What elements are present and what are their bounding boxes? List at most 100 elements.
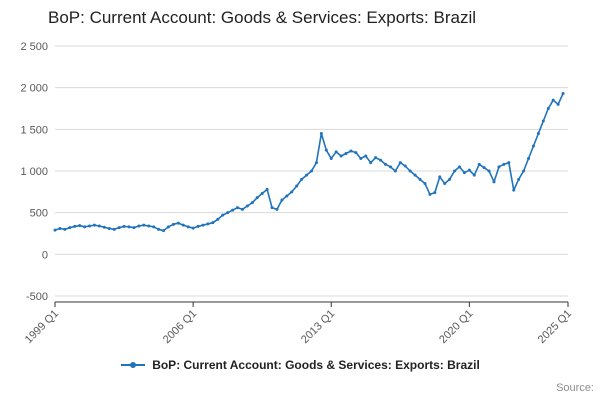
data-point-marker <box>398 161 402 165</box>
y-tick-label: 2 500 <box>20 41 48 53</box>
data-point-marker <box>152 225 156 229</box>
data-point-marker <box>270 206 274 210</box>
data-point-marker <box>443 182 447 185</box>
data-point-marker <box>260 192 264 195</box>
data-point-marker <box>290 190 294 194</box>
legend-line-marker <box>120 359 146 371</box>
data-point-marker <box>517 177 521 181</box>
data-point-marker <box>354 151 358 155</box>
data-point-marker <box>467 168 471 172</box>
data-point-marker <box>551 98 555 102</box>
data-point-marker <box>314 161 318 165</box>
data-point-marker <box>221 213 225 217</box>
data-point-marker <box>369 161 373 165</box>
data-point-marker <box>344 152 348 155</box>
data-point-marker <box>117 226 121 230</box>
x-tick-label: 2025 Q1 <box>536 308 574 346</box>
x-tick-label: 2006 Q1 <box>161 308 199 346</box>
data-point-marker <box>102 225 106 229</box>
data-point-marker <box>240 207 244 211</box>
x-tick-label: 1999 Q1 <box>23 308 61 346</box>
data-point-marker <box>462 171 466 175</box>
data-point-marker <box>423 182 427 185</box>
data-point-marker <box>171 222 175 226</box>
y-tick-label: 1 000 <box>20 166 48 178</box>
data-point-marker <box>191 226 195 230</box>
data-point-marker <box>492 180 496 184</box>
data-point-marker <box>142 223 146 227</box>
source-text: Source: <box>556 382 594 394</box>
data-point-marker <box>497 165 501 169</box>
data-point-marker <box>502 162 506 166</box>
data-point-marker <box>236 206 240 210</box>
series-line <box>54 92 564 232</box>
data-point-marker <box>107 227 111 230</box>
data-point-marker <box>310 169 313 173</box>
data-point-marker <box>92 223 96 227</box>
data-point-marker <box>226 211 230 215</box>
data-point-marker <box>166 225 170 229</box>
data-point-marker <box>97 224 101 228</box>
data-point-marker <box>531 144 535 148</box>
data-point-marker <box>339 154 343 158</box>
data-point-marker <box>324 148 328 152</box>
data-point-marker <box>482 166 486 170</box>
data-point-marker <box>536 132 540 135</box>
data-point-marker <box>453 169 457 173</box>
data-point-marker <box>216 217 220 221</box>
data-point-marker <box>359 157 363 160</box>
data-point-marker <box>68 226 72 230</box>
x-tick-label: 2013 Q1 <box>299 308 337 346</box>
data-point-marker <box>162 229 166 233</box>
data-point-marker <box>374 156 378 160</box>
data-point-marker <box>561 92 565 95</box>
data-point-marker <box>196 224 200 228</box>
data-point-marker <box>487 169 491 173</box>
data-point-marker <box>280 198 284 202</box>
data-point-marker <box>383 162 387 166</box>
data-point-marker <box>201 223 205 227</box>
data-point-marker <box>472 173 476 177</box>
data-point-marker <box>255 196 259 200</box>
x-tick-label: 2020 Q1 <box>437 308 475 346</box>
data-point-marker <box>349 149 353 153</box>
legend-label: BoP: Current Account: Goods & Services: … <box>152 358 480 372</box>
data-point-marker <box>546 107 550 110</box>
data-point-marker <box>556 102 560 106</box>
data-point-marker <box>122 224 126 228</box>
data-point-marker <box>157 227 161 231</box>
line-chart: -500 0 500 1 000 1 500 2 000 2 500 1999 Q1 2006 … <box>20 41 574 346</box>
chart-title: BoP: Current Account: Goods & Services: … <box>48 8 477 27</box>
data-point-marker <box>477 162 481 166</box>
data-point-marker <box>112 227 116 231</box>
data-point-marker <box>388 165 392 169</box>
data-point-marker <box>250 201 254 205</box>
data-point-marker <box>245 204 249 208</box>
data-point-marker <box>127 225 131 229</box>
data-point-marker <box>206 222 210 226</box>
data-point-marker <box>58 227 62 230</box>
data-point-marker <box>88 224 92 228</box>
data-point-marker <box>186 225 190 229</box>
data-point-marker <box>512 188 516 192</box>
data-point-marker <box>413 173 417 177</box>
data-point-marker <box>73 224 77 228</box>
data-point-marker <box>275 207 279 211</box>
y-tick-label: 2 000 <box>20 83 48 95</box>
y-tick-label: 0 <box>42 249 48 261</box>
data-point-marker <box>334 150 338 154</box>
data-point-marker <box>522 169 526 173</box>
data-point-marker <box>428 192 432 196</box>
data-point-marker <box>329 157 333 160</box>
data-point-marker <box>433 191 437 195</box>
data-point-marker <box>83 225 87 229</box>
data-point-marker <box>295 184 299 188</box>
data-point-marker <box>285 194 289 198</box>
data-point-marker <box>364 154 368 158</box>
data-point-marker <box>457 165 461 169</box>
data-point-marker <box>448 177 452 181</box>
y-tick-label: 1 500 <box>20 124 48 136</box>
data-point-marker <box>305 173 309 177</box>
data-point-marker <box>231 208 235 212</box>
data-point-marker <box>438 175 442 179</box>
